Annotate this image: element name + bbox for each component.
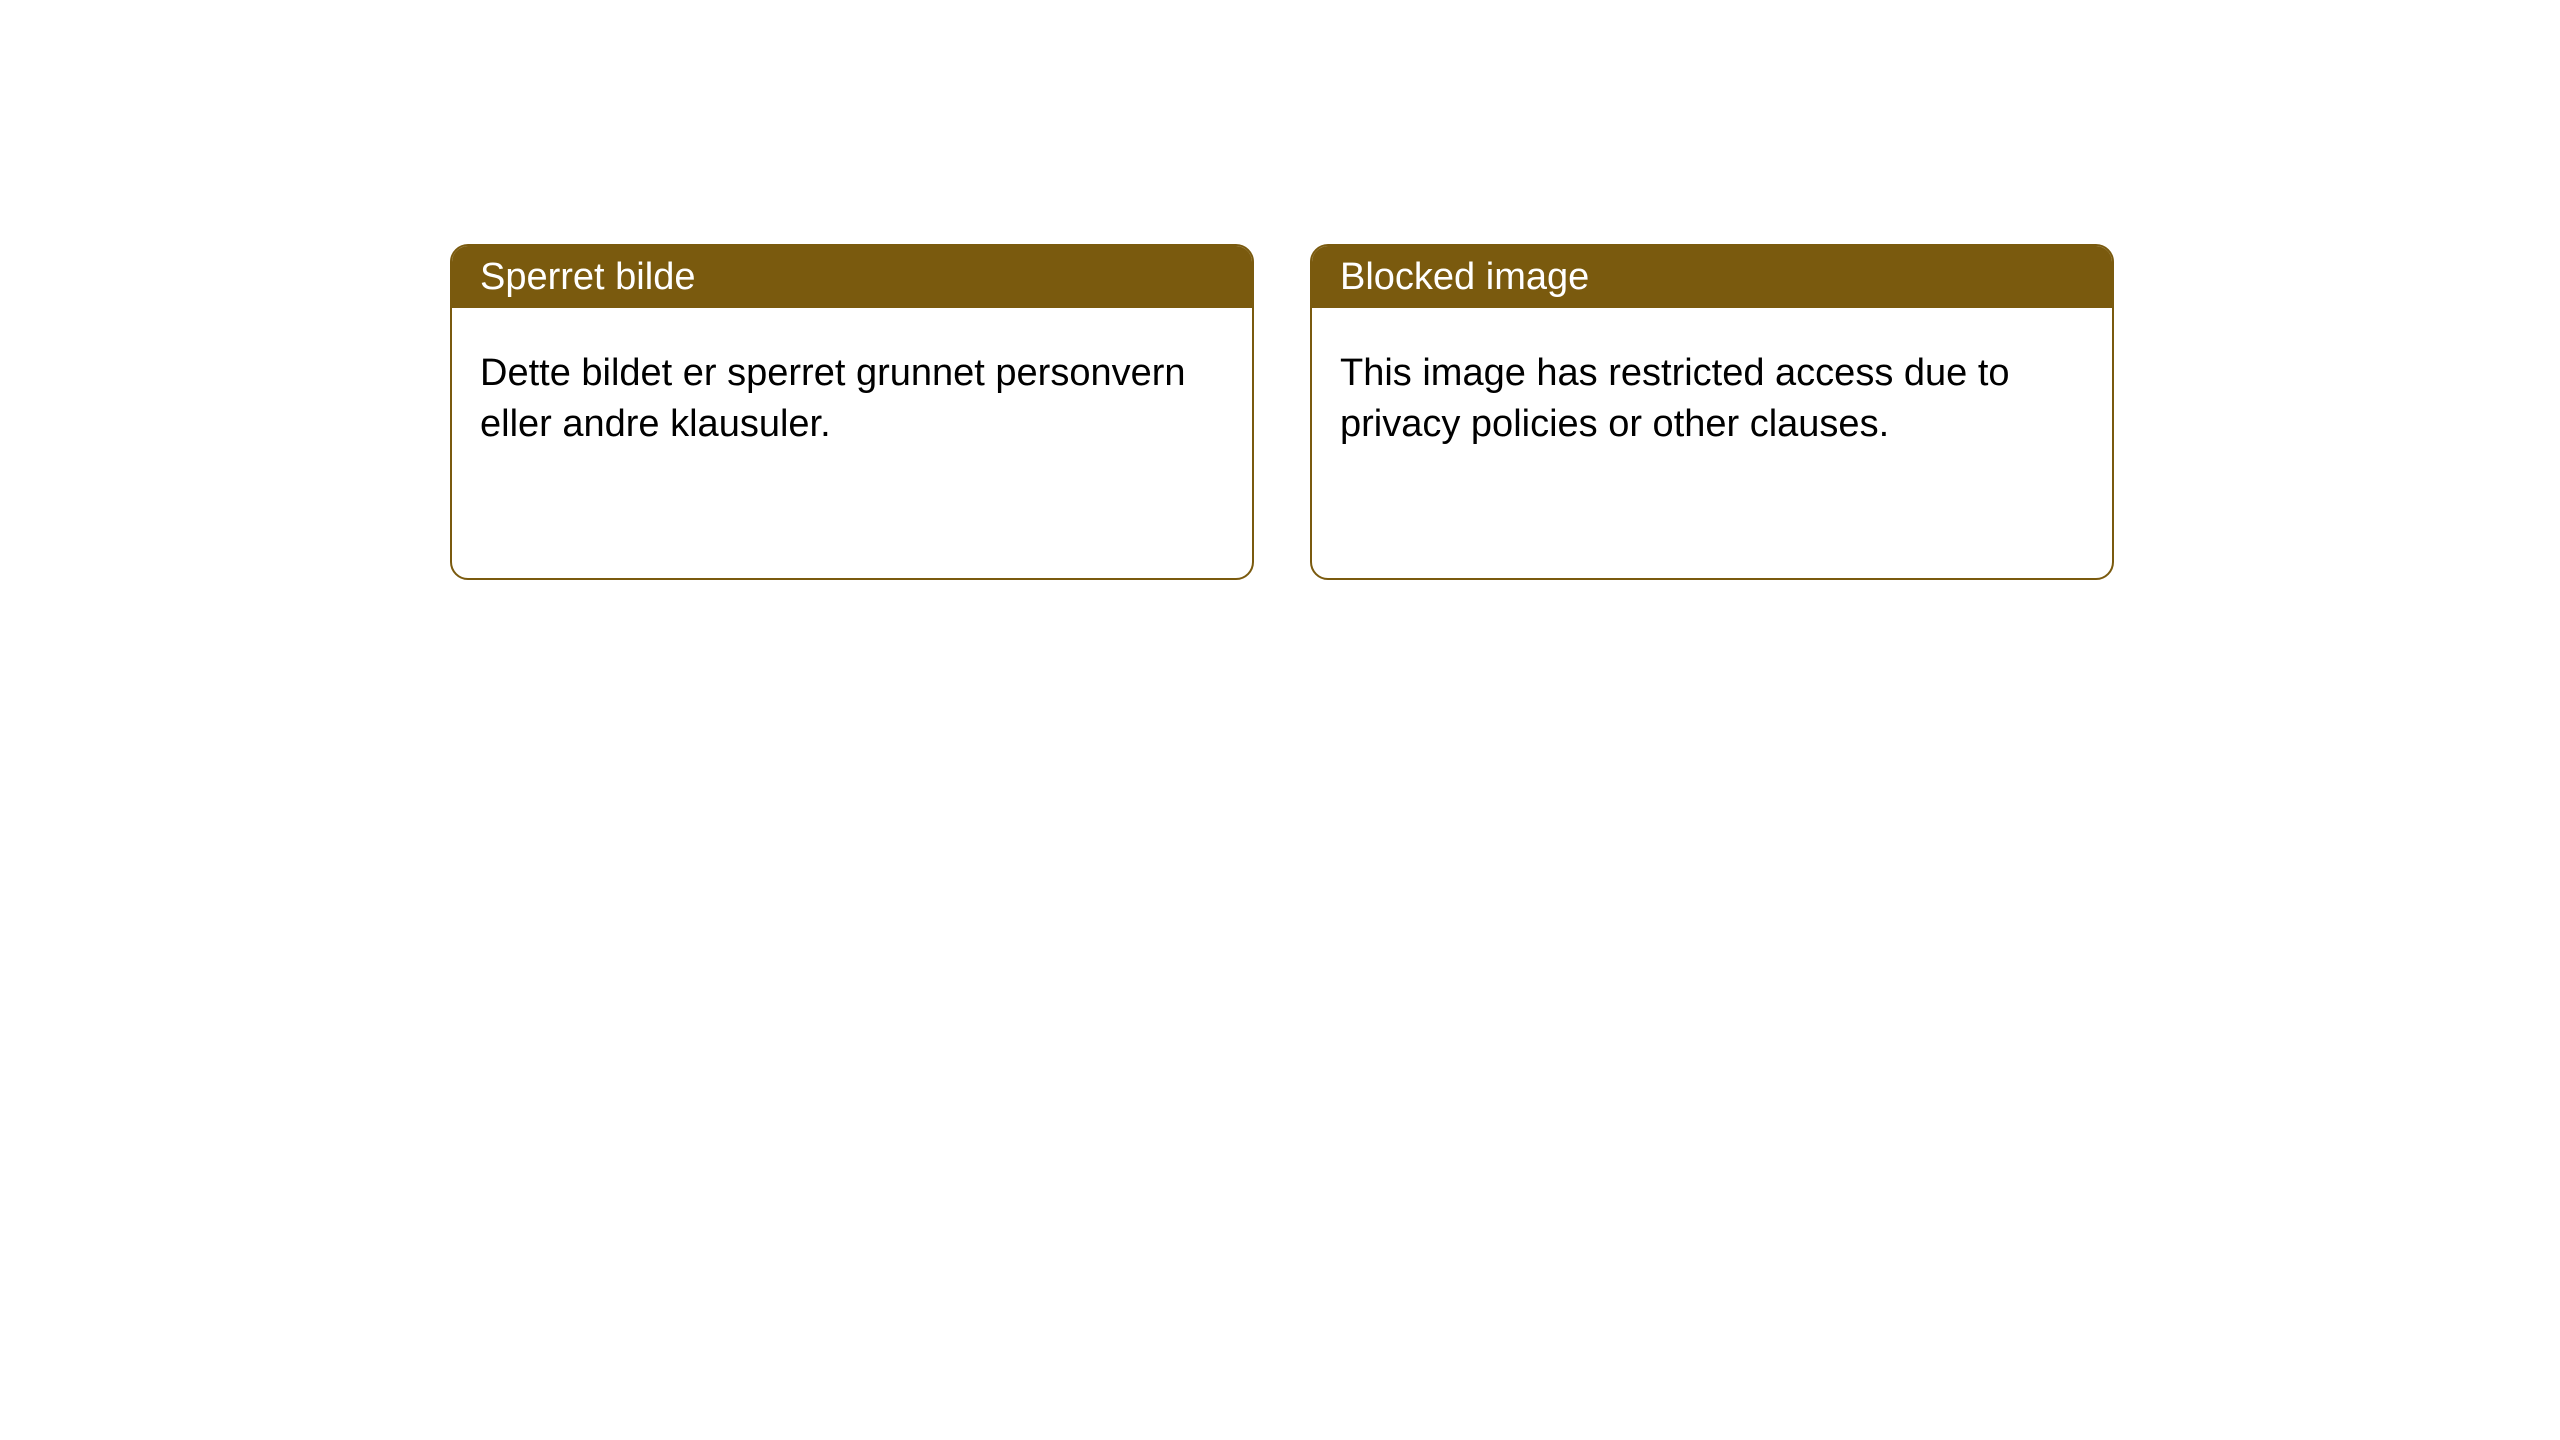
- card-body: Dette bildet er sperret grunnet personve…: [452, 308, 1252, 491]
- card-body-text: This image has restricted access due to …: [1340, 352, 2010, 445]
- card-header: Blocked image: [1312, 246, 2112, 308]
- notice-container: Sperret bilde Dette bildet er sperret gr…: [0, 0, 2560, 580]
- card-body-text: Dette bildet er sperret grunnet personve…: [480, 352, 1186, 445]
- card-body: This image has restricted access due to …: [1312, 308, 2112, 491]
- card-title: Sperret bilde: [480, 256, 695, 299]
- card-title: Blocked image: [1340, 256, 1589, 299]
- card-header: Sperret bilde: [452, 246, 1252, 308]
- blocked-image-card-no: Sperret bilde Dette bildet er sperret gr…: [450, 244, 1254, 580]
- blocked-image-card-en: Blocked image This image has restricted …: [1310, 244, 2114, 580]
